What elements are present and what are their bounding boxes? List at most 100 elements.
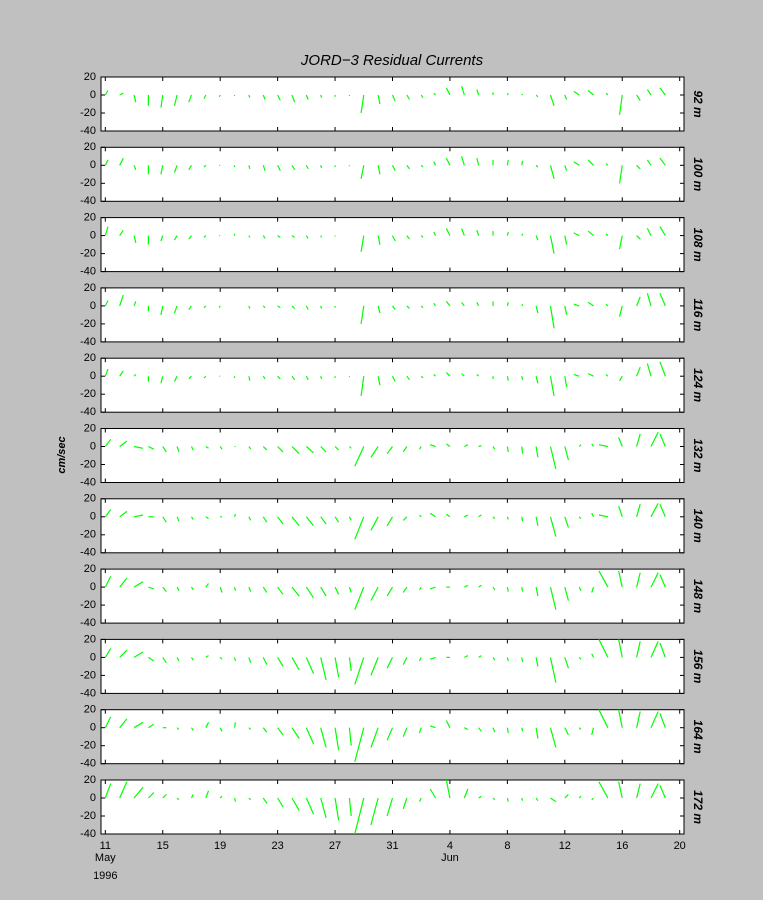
stick	[205, 790, 210, 799]
stick	[573, 373, 580, 377]
stick	[564, 657, 569, 669]
stick	[188, 235, 192, 240]
stick	[119, 440, 128, 447]
stick	[104, 648, 112, 658]
stick	[370, 516, 379, 531]
stick	[578, 656, 582, 660]
stick	[133, 373, 137, 377]
stick	[619, 375, 623, 382]
stick	[360, 165, 365, 179]
stick	[605, 163, 609, 166]
stick	[173, 375, 178, 382]
stick	[248, 305, 251, 309]
stick	[578, 795, 582, 799]
stick	[463, 788, 469, 799]
stick	[262, 375, 266, 380]
stick	[162, 586, 167, 592]
stick	[119, 577, 128, 588]
y-tick-label: -40	[80, 687, 96, 699]
stick	[636, 296, 641, 307]
y-tick-label: -40	[80, 758, 96, 770]
depth-label: 132 m	[691, 438, 705, 472]
stick	[521, 160, 524, 166]
stick	[377, 305, 381, 314]
stick	[160, 376, 164, 384]
stick	[360, 376, 365, 397]
stick	[659, 785, 666, 799]
stick	[549, 94, 555, 106]
stick	[391, 165, 396, 171]
stick	[476, 302, 480, 307]
stick	[433, 302, 437, 307]
stick	[618, 709, 623, 728]
stick	[248, 657, 252, 663]
y-tick-label: -20	[80, 599, 96, 611]
stick	[535, 376, 539, 384]
y-tick-label: 20	[84, 141, 96, 153]
y-tick-label: -40	[80, 406, 96, 418]
stick	[636, 504, 641, 517]
stick	[133, 581, 144, 588]
stick	[573, 161, 580, 166]
stick	[148, 586, 154, 590]
stick	[445, 443, 451, 447]
y-tick-label: -40	[80, 828, 96, 840]
stick	[476, 373, 480, 377]
stick	[248, 376, 251, 381]
stick	[445, 513, 451, 518]
stick	[535, 586, 539, 597]
stick	[636, 641, 641, 658]
stick	[262, 165, 266, 171]
stick	[402, 657, 408, 665]
stick	[549, 305, 555, 329]
stick	[104, 509, 112, 518]
y-tick-label: 0	[90, 300, 96, 312]
stick	[461, 228, 465, 236]
stick	[320, 727, 327, 748]
stick	[233, 657, 237, 662]
stick	[354, 586, 365, 610]
stick	[162, 446, 167, 453]
stick	[305, 516, 315, 527]
stick	[291, 797, 300, 811]
stick	[277, 165, 281, 171]
stick	[377, 235, 381, 245]
stick	[291, 235, 296, 238]
stick	[334, 657, 340, 678]
stick	[386, 727, 394, 741]
y-tick-label: -20	[80, 810, 96, 822]
stick	[429, 512, 436, 518]
stick	[354, 657, 365, 685]
stick	[233, 586, 237, 591]
stick	[133, 445, 144, 449]
stick	[334, 446, 340, 451]
stick	[605, 233, 609, 237]
stick	[618, 165, 623, 184]
stick	[248, 446, 252, 450]
y-tick-label: 20	[84, 422, 96, 434]
stick	[377, 165, 381, 175]
stick	[535, 305, 539, 314]
panel	[100, 76, 685, 132]
stick	[219, 795, 223, 799]
panel	[100, 779, 685, 835]
stick	[104, 90, 109, 96]
stick	[605, 92, 609, 96]
x-tick-label: 16	[616, 840, 628, 852]
stick	[650, 783, 659, 799]
stick	[377, 94, 381, 105]
stick	[320, 376, 323, 380]
stick	[305, 797, 315, 815]
stick	[160, 94, 164, 108]
stick	[406, 235, 411, 240]
stick	[461, 85, 465, 96]
y-tick-label: -40	[80, 336, 96, 348]
stick	[205, 722, 210, 728]
stick	[478, 514, 482, 518]
stick	[203, 305, 207, 309]
y-tick-label: 20	[84, 563, 96, 575]
stick	[573, 90, 580, 96]
stick	[160, 235, 164, 242]
stick	[160, 305, 164, 316]
